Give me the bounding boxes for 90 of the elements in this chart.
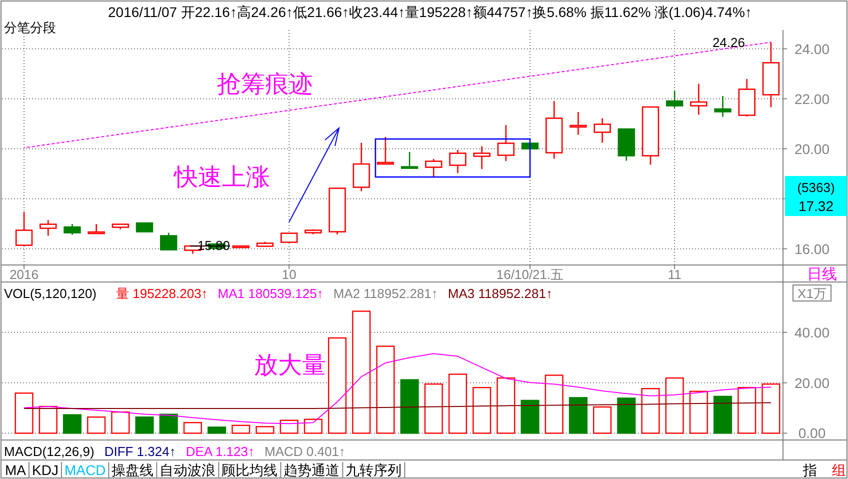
- annotation: 抢筹痕迹: [217, 71, 313, 98]
- x-tick-label: 16/10/21.五: [496, 267, 564, 282]
- bar: [87, 416, 106, 434]
- candlestick: [666, 90, 684, 109]
- text: 自动波浪: [160, 462, 216, 478]
- bar: [496, 377, 516, 434]
- candlestick: [714, 95, 732, 118]
- bar: [256, 426, 274, 434]
- candlestick: [352, 142, 370, 192]
- candlestick: [40, 219, 57, 236]
- candlestick: [15, 211, 33, 246]
- text: MA3 118952.281↑: [448, 286, 552, 301]
- text: 17.32: [798, 198, 834, 214]
- bar: [472, 386, 492, 434]
- bar: [762, 383, 780, 434]
- text: 九转序列: [346, 462, 402, 478]
- text: MACD: [64, 462, 106, 478]
- candlestick: [425, 158, 442, 178]
- text: 量 195228.203↑: [116, 286, 208, 301]
- bar: [280, 420, 298, 434]
- line-series: [24, 353, 772, 424]
- candlestick: [400, 151, 418, 170]
- bar: [448, 374, 468, 434]
- candlestick: [690, 83, 708, 116]
- y-tick-label: 0.00: [798, 425, 826, 442]
- candlestick: [473, 146, 490, 170]
- bar: [328, 337, 347, 434]
- candlestick: [594, 118, 611, 144]
- bar: [593, 406, 612, 434]
- bar: [376, 346, 395, 434]
- bar: [62, 414, 82, 434]
- bar: [111, 411, 130, 434]
- bar: [304, 418, 322, 434]
- candlestick: [570, 111, 587, 136]
- bar: [352, 310, 371, 434]
- candlestick: [88, 223, 105, 234]
- text: 日线: [807, 266, 837, 283]
- x-tick-label: 10: [282, 267, 296, 282]
- bar: [738, 386, 756, 434]
- candlestick: [376, 136, 394, 165]
- y-tick-label: 16.00: [794, 240, 830, 257]
- candlestick: [160, 232, 178, 250]
- bar: [400, 379, 419, 434]
- y-tick-label: 22.00: [794, 90, 830, 107]
- annotation: 放大量: [254, 352, 326, 379]
- text: 组: [832, 462, 846, 478]
- bar: [424, 383, 443, 434]
- bar: [568, 397, 588, 434]
- bar: [713, 396, 732, 434]
- text: (5363): [797, 180, 835, 195]
- bar: [159, 414, 178, 434]
- text: 操盘线: [112, 462, 154, 478]
- y-tick-label: 40.00: [794, 324, 830, 340]
- bar: [208, 426, 226, 434]
- text: MACD(12,26,9): [4, 444, 94, 459]
- text: DEA 1.123↑: [186, 444, 254, 459]
- bar: [183, 422, 202, 434]
- bar: [689, 390, 708, 434]
- x-tick-label: 11: [668, 267, 682, 282]
- candlestick: [449, 149, 466, 174]
- legend-label: MA2 118952.281↑: [333, 286, 438, 301]
- text: 顾比均线: [222, 462, 278, 478]
- bar: [665, 377, 684, 434]
- text: X1万: [798, 286, 826, 301]
- text: 指: [802, 462, 817, 478]
- text: MA: [5, 462, 27, 478]
- chart-title: VOL(5,120,120): [4, 286, 97, 301]
- bar: [520, 400, 540, 434]
- text: MA1 180539.125↑: [218, 286, 324, 301]
- text: DIFF 1.324↑: [104, 444, 176, 459]
- bar: [641, 388, 660, 434]
- text: MACD 0.401↑: [264, 444, 346, 459]
- chart-title: 2016/11/07 开22.16↑高24.26↑低21.66↑收23.44↑量195228↑额44757↑换5.68% 振11.62% 涨(1.06)4.74%↑: [108, 4, 752, 20]
- annotation: 快速上涨: [173, 164, 270, 191]
- bar: [14, 392, 34, 434]
- bar: [544, 374, 564, 434]
- text: 趋势通道: [284, 462, 340, 478]
- bar: [38, 406, 58, 434]
- text: KDJ: [32, 462, 58, 478]
- candlestick: [64, 223, 81, 236]
- bar: [232, 424, 250, 434]
- annotation: 24.26: [712, 35, 745, 50]
- candlestick: [497, 124, 515, 162]
- chart-subtitle: 分笔分段: [4, 20, 56, 35]
- bar: [617, 398, 636, 434]
- y-tick-label: 20.00: [794, 140, 830, 157]
- bar: [135, 416, 154, 434]
- y-tick-label: 24.00: [794, 40, 830, 57]
- x-tick-label: 2016: [10, 267, 39, 282]
- y-tick-label: 20.00: [794, 374, 830, 391]
